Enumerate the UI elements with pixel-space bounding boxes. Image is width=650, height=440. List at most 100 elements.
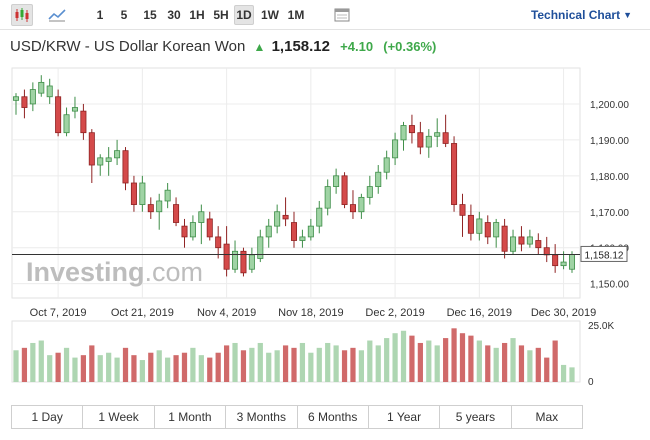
candle-up [366, 186, 373, 198]
range-button-1-week[interactable]: 1 Week [83, 406, 155, 428]
candlestick-icon[interactable] [11, 4, 33, 26]
volume-bar [13, 350, 19, 382]
volume-bar [89, 345, 95, 382]
interval-button-5[interactable]: 5 [120, 8, 128, 22]
candle-down [408, 125, 415, 134]
candle-up [476, 218, 483, 234]
current-price-label: 1,158.12 [585, 250, 624, 261]
range-button-1-month[interactable]: 1 Month [155, 406, 227, 428]
calendar-icon[interactable] [331, 4, 353, 26]
volume-bar [400, 330, 407, 382]
volume-bar [156, 350, 162, 382]
price-chart[interactable]: 1,200.001,190.001,180.001,170.001,160.00… [0, 64, 650, 398]
interval-button-1h[interactable]: 1H [189, 8, 205, 22]
volume-bar [223, 345, 230, 382]
volume-bar [257, 342, 263, 382]
volume-bar [544, 357, 550, 382]
volume-bar [333, 345, 339, 382]
candle-up [29, 89, 36, 105]
time-range-bar: 1 Day 1 Week 1 Month 3 Months 6 Months 1 Year… [11, 405, 583, 429]
volume-bar [63, 347, 70, 382]
candle-down [417, 132, 424, 148]
volume-bar [451, 328, 457, 382]
candle-down [543, 247, 550, 256]
volume-bar [341, 350, 348, 382]
candle-up [164, 189, 171, 202]
candle-up [156, 200, 163, 213]
volume-bar [316, 347, 322, 382]
candle-down [518, 236, 525, 245]
interval-button-1d[interactable]: 1D [234, 5, 254, 25]
volume-bar [569, 367, 575, 382]
area-chart-icon[interactable] [46, 4, 68, 26]
current-price-tag [580, 245, 628, 262]
range-button-1-day[interactable]: 1 Day [12, 406, 84, 428]
range-button-1-year[interactable]: 1 Year [369, 406, 441, 428]
range-button-max[interactable]: Max [535, 410, 559, 424]
range-button-5-years[interactable]: 5 years [440, 406, 512, 428]
volume-bar [468, 335, 474, 382]
candle-down [80, 110, 87, 134]
volume-bar [417, 342, 423, 382]
interval-button-1m[interactable]: 1M [287, 8, 305, 22]
volume-bar [80, 355, 87, 382]
volume-bar [476, 340, 482, 382]
volume-bar [443, 338, 449, 382]
candle-up [12, 96, 20, 101]
candle-down [206, 218, 213, 238]
volume-bar [131, 355, 137, 382]
volume-bar [97, 355, 103, 382]
x-tick-label: Oct 7, 2019 [30, 307, 87, 319]
candle-up [425, 135, 432, 148]
candle-down [349, 204, 356, 213]
volume-zero-label: 0 [588, 377, 594, 388]
volume-bar [72, 357, 78, 382]
candle-down [484, 222, 491, 238]
candle-down [501, 225, 508, 252]
interval-button-15[interactable]: 15 [143, 8, 157, 22]
volume-bar [274, 350, 280, 382]
candle-down [240, 250, 247, 274]
candle-up [392, 139, 399, 159]
volume-bar [249, 347, 255, 382]
volume-bar [535, 347, 541, 382]
volume-bar [190, 347, 196, 382]
candle-up [248, 254, 255, 270]
candle-up [375, 171, 382, 187]
volume-bar [560, 364, 567, 382]
volume-bar [493, 347, 499, 382]
candle-up [198, 211, 205, 223]
technical-chart-link[interactable]: Technical Chart ▼ [531, 8, 632, 22]
interval-button-5h[interactable]: 5H [213, 8, 229, 22]
candle-up [493, 222, 500, 238]
volume-bar [485, 345, 491, 382]
candle-up [139, 182, 146, 205]
volume-bar [139, 360, 145, 382]
chevron-down-icon: ▼ [623, 10, 632, 20]
interval-button-30[interactable]: 30 [167, 8, 181, 22]
volume-bar [181, 352, 188, 382]
interval-button-1w[interactable]: 1W [261, 8, 279, 22]
up-arrow-icon: ▲ [253, 40, 266, 54]
volume-bar [198, 355, 204, 382]
candle-down [55, 96, 62, 134]
candle-down [282, 214, 289, 220]
price-change-percent: (+0.36%) [383, 39, 437, 54]
y-tick-label: 1,200.00 [590, 100, 629, 111]
candle-down [341, 175, 348, 205]
interval-button-1[interactable]: 1 [96, 8, 104, 22]
volume-bar [232, 342, 238, 382]
range-button-6-months[interactable]: 6 Months [298, 406, 369, 428]
y-tick-label: 1,190.00 [590, 136, 629, 147]
range-button-3-months[interactable]: 3 Months [226, 406, 298, 428]
x-tick-label: Dec 16, 2019 [447, 307, 512, 319]
y-tick-label: 1,180.00 [590, 172, 629, 183]
candle-up [333, 175, 340, 187]
plot-area [11, 67, 581, 299]
candle-down [122, 150, 129, 184]
volume-bar [426, 340, 432, 382]
x-tick-label: Oct 21, 2019 [111, 307, 174, 319]
candle-up [324, 186, 331, 209]
candle-up [63, 114, 70, 134]
candle-down [223, 243, 230, 270]
